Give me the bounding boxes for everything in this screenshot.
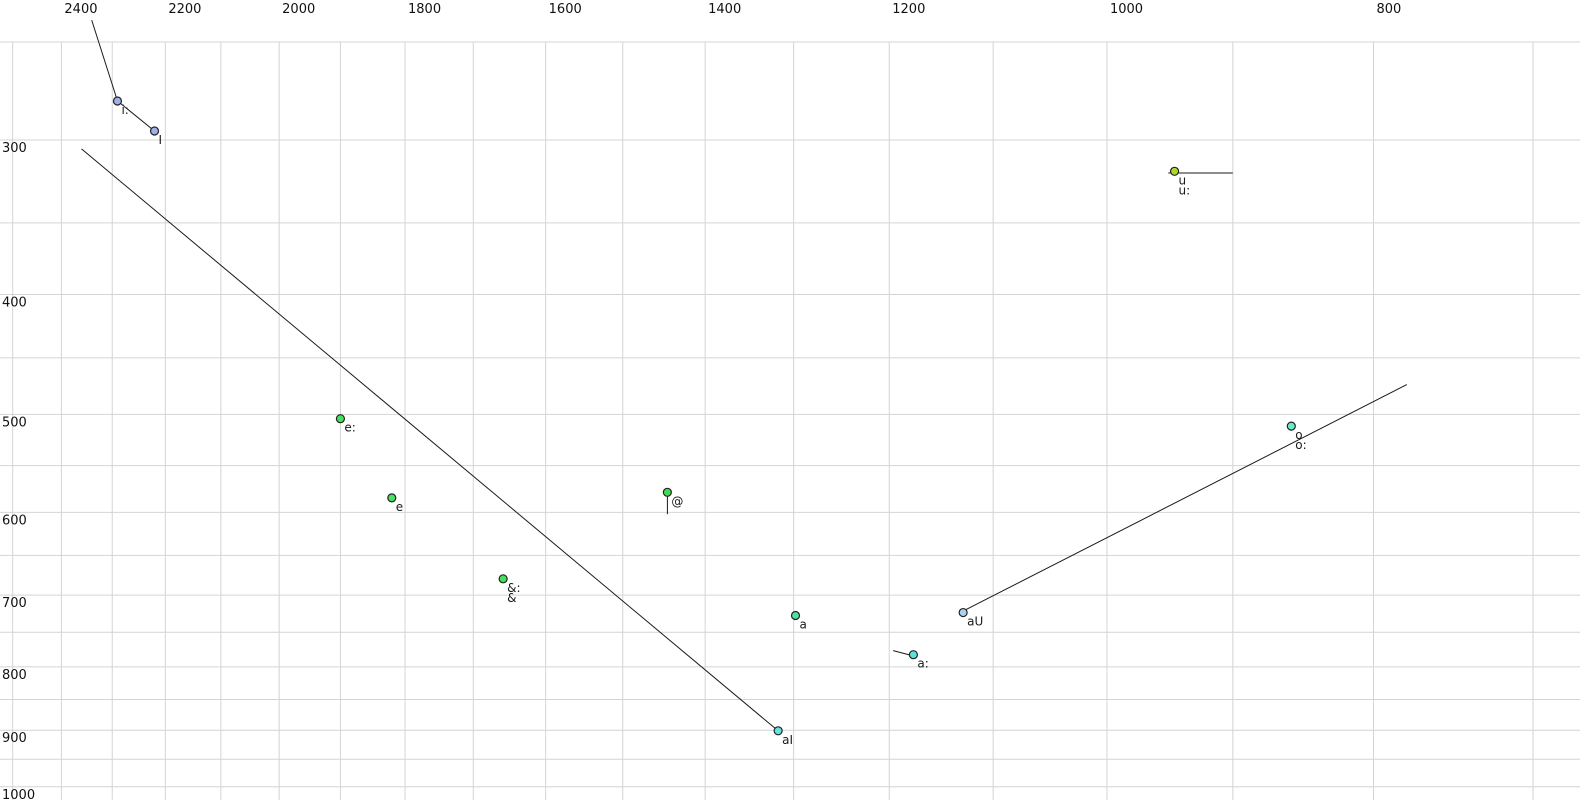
x-axis-tick-2400: 2400	[64, 2, 97, 17]
vowel-label-&:: &:	[507, 581, 520, 595]
vowel-label-o:: o:	[1295, 438, 1306, 452]
vowel-label-a:: a:	[917, 657, 928, 671]
x-axis-tick-1000: 1000	[1110, 2, 1143, 17]
vowel-label-aU: aU	[967, 615, 983, 629]
y-axis-tick-400: 400	[2, 296, 27, 311]
vowel-point-u	[1169, 166, 1180, 176]
vowel-point-aU	[958, 607, 968, 618]
vowel-label-a: a	[799, 618, 806, 632]
vowel-label-I: I	[159, 133, 163, 147]
y-axis-tick-700: 700	[2, 596, 27, 611]
x-axis-tick-800: 800	[1377, 2, 1402, 17]
vowel-point-e:	[335, 414, 346, 424]
vowel-label-&: &	[507, 591, 516, 605]
vowel-point-a	[790, 610, 801, 621]
trajectory-aU-glide	[962, 384, 1408, 612]
trajectory-aI-glide	[81, 148, 779, 732]
y-axis-tick-300: 300	[2, 141, 27, 156]
vowel-point-e	[387, 493, 397, 503]
y-axis-tick-500: 500	[2, 415, 27, 430]
vowel-point-I	[149, 126, 160, 136]
vowel-label-e:: e:	[344, 421, 355, 435]
x-axis-tick-1600: 1600	[549, 2, 582, 17]
vowel-label-@: @	[671, 494, 683, 508]
trajectory-a-long-glide	[893, 650, 912, 656]
x-axis-tick-2200: 2200	[168, 2, 201, 17]
x-axis-tick-1200: 1200	[892, 2, 925, 17]
vowel-point-a:	[908, 650, 918, 660]
vowel-point-&:	[498, 574, 508, 584]
x-axis-tick-2000: 2000	[282, 2, 315, 17]
y-axis-tick-900: 900	[2, 731, 27, 746]
x-axis-tick-1800: 1800	[408, 2, 441, 17]
vowel-label-e: e	[396, 500, 403, 514]
x-axis-tick-1400: 1400	[708, 2, 741, 17]
vowel-label-aI: aI	[782, 733, 793, 747]
y-axis-tick-1000: 1000	[2, 788, 35, 800]
vowel-point-o	[1286, 421, 1296, 431]
vowel-point-@	[662, 487, 672, 497]
vowel-label-i:: i:	[121, 103, 128, 117]
vowel-label-o: o	[1295, 428, 1302, 442]
y-axis-tick-600: 600	[2, 513, 27, 528]
vowel-point-i:	[112, 96, 123, 106]
vowel-label-u: u	[1179, 173, 1187, 187]
vowel-label-u:: u:	[1179, 183, 1191, 197]
y-axis-tick-800: 800	[2, 668, 27, 683]
vowel-point-aI	[773, 726, 783, 736]
